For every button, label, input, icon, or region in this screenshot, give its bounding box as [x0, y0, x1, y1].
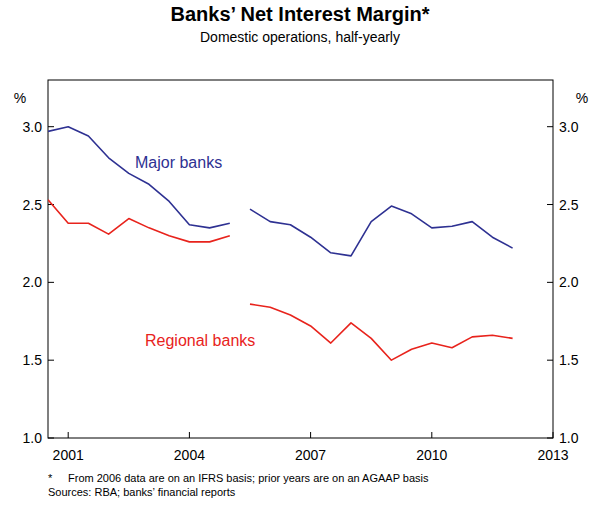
- y-tick-label: 2.0: [559, 274, 579, 290]
- x-tick: [68, 432, 69, 438]
- subtitle: Domestic operations, half-yearly: [200, 29, 400, 45]
- series-label: Major banks: [135, 154, 222, 171]
- y-tick: [547, 126, 553, 127]
- y-tick: [547, 204, 553, 205]
- series-group: [48, 127, 513, 360]
- title: Banks’ Net Interest Margin*: [171, 3, 430, 25]
- footnote: From 2006 data are on an IFRS basis; pri…: [68, 472, 429, 484]
- y-tick-label: 2.0: [23, 274, 43, 290]
- series-line: [48, 127, 513, 256]
- y-tick-label: 1.0: [23, 430, 43, 446]
- chart: Banks’ Net Interest Margin* Domestic oper…: [0, 0, 600, 510]
- y-tick-label: 1.5: [559, 352, 579, 368]
- series-label: Regional banks: [145, 332, 255, 349]
- x-tick-label: 2010: [416, 447, 447, 463]
- y-tick: [48, 438, 54, 439]
- y-tick: [48, 360, 54, 361]
- x-tick: [189, 432, 190, 438]
- plot-frame: [48, 80, 553, 438]
- y-unit: %: [576, 90, 588, 106]
- x-tick: [553, 432, 554, 438]
- y-tick: [547, 360, 553, 361]
- y-tick: [547, 438, 553, 439]
- source: Sources: RBA; banks’ financial reports: [48, 486, 236, 498]
- x-tick-label: 2004: [174, 447, 205, 463]
- y-tick-label: 2.5: [559, 197, 579, 213]
- y-tick-label: 1.5: [23, 352, 43, 368]
- x-tick: [431, 432, 432, 438]
- y-unit: %: [14, 90, 26, 106]
- y-tick-label: 1.0: [559, 430, 579, 446]
- y-tick-label: 3.0: [23, 119, 43, 135]
- x-tick-label: 2001: [53, 447, 84, 463]
- y-tick-label: 2.5: [23, 197, 43, 213]
- x-tick-label: 2007: [295, 447, 326, 463]
- y-tick-label: 3.0: [559, 119, 579, 135]
- footnote-mark: *: [48, 472, 53, 484]
- x-tick: [310, 432, 311, 438]
- y-tick: [48, 126, 54, 127]
- x-tick-label: 2013: [537, 447, 568, 463]
- y-tick: [48, 282, 54, 283]
- y-tick: [547, 282, 553, 283]
- series-line: [48, 200, 513, 360]
